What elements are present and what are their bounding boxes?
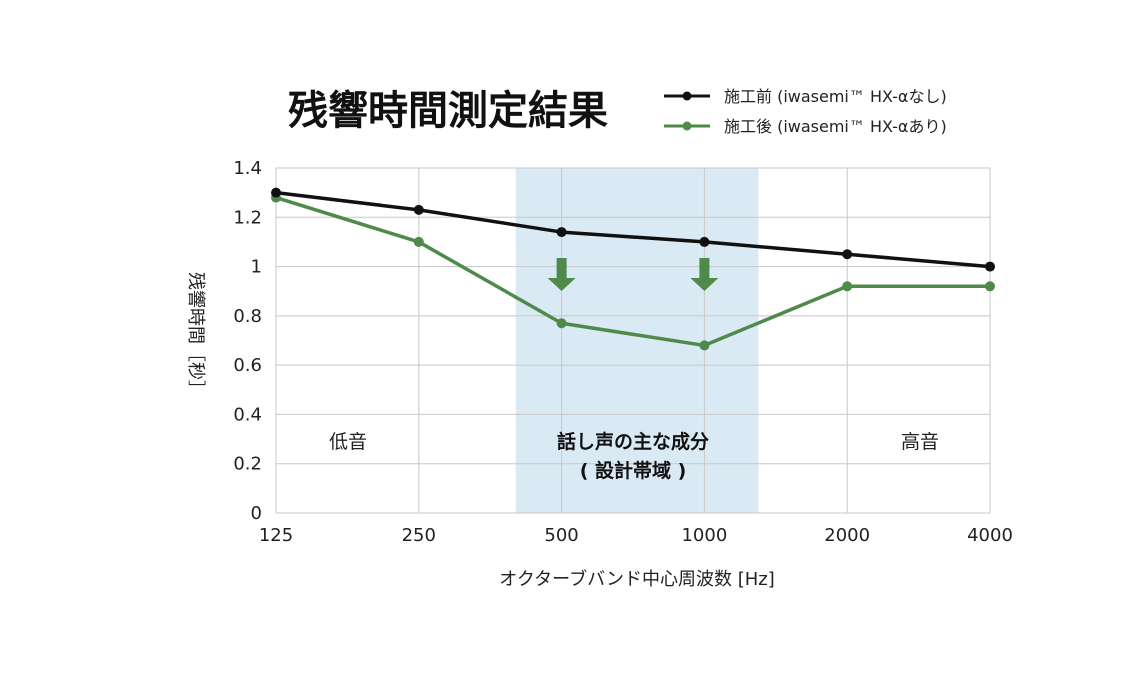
y-tick-label: 0.2 — [233, 454, 262, 475]
data-point — [699, 340, 710, 351]
y-axis-label-group: 残響時間［秒］ — [185, 272, 206, 398]
legend-marker-before — [682, 91, 692, 101]
data-point — [556, 318, 567, 329]
x-tick-label: 250 — [402, 525, 436, 546]
plot-frame — [275, 167, 991, 514]
legend-label-before: 施工前 (iwasemi™ HX-αなし) — [724, 87, 947, 106]
y-tick-label: 1.4 — [233, 158, 262, 179]
down-arrow-icon — [547, 258, 576, 291]
x-tick-label: 4000 — [967, 525, 1013, 546]
legend-marker-after — [682, 121, 692, 131]
label-speech: 話し声の主な成分 — [557, 430, 709, 453]
data-point — [271, 187, 281, 198]
y-tick-labels: 0 0.2 0.4 0.6 0.8 1 1.2 1.4 — [233, 158, 262, 524]
x-axis-label: オクターブバンド中心周波数 [Hz] — [499, 568, 775, 590]
data-point — [413, 236, 424, 247]
down-arrow-icon — [690, 258, 719, 291]
legend-label-after: 施工後 (iwasemi™ HX-αあり) — [724, 117, 947, 136]
legend: 施工前 (iwasemi™ HX-αなし) 施工後 (iwasemi™ HX-α… — [664, 87, 947, 136]
data-point — [985, 261, 995, 272]
y-tick-label: 0.6 — [233, 355, 262, 376]
label-low: 低音 — [329, 431, 367, 453]
series-lines — [271, 187, 995, 351]
data-point — [842, 249, 853, 260]
series-line — [275, 195, 990, 348]
data-point — [413, 204, 424, 215]
y-tick-label: 0.4 — [233, 404, 262, 425]
y-axis-label: 残響時間［秒］ — [185, 272, 206, 398]
x-tick-label: 2000 — [824, 525, 870, 546]
data-point — [699, 236, 710, 247]
x-tick-label: 500 — [544, 525, 578, 546]
y-tick-label: 1.2 — [233, 207, 262, 228]
chart-title: 残響時間測定結果 — [288, 88, 608, 134]
label-speech-band: ( 設計帯域 ) — [580, 459, 687, 482]
y-tick-label: 0 — [251, 503, 262, 524]
x-tick-labels: 125 250 500 1000 2000 4000 — [259, 525, 1013, 546]
label-high: 高音 — [901, 431, 939, 453]
data-point — [556, 227, 567, 238]
y-tick-label: 1 — [251, 257, 262, 278]
data-point — [985, 281, 995, 292]
data-point — [842, 281, 853, 292]
y-tick-label: 0.8 — [233, 306, 262, 327]
series-line — [275, 190, 991, 269]
x-tick-label: 1000 — [681, 525, 727, 546]
reduction-arrows — [547, 258, 719, 291]
x-tick-label: 125 — [259, 525, 293, 546]
